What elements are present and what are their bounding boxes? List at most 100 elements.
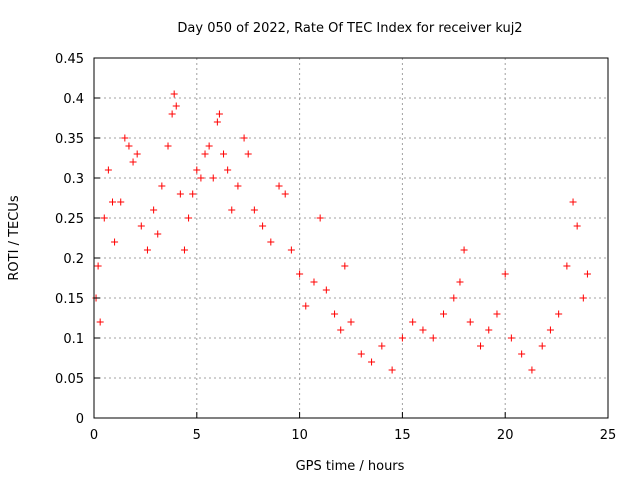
- x-tick-label: 20: [497, 428, 514, 443]
- data-point: [259, 222, 267, 230]
- data-point: [240, 134, 248, 142]
- data-point: [409, 318, 417, 326]
- data-point: [125, 142, 133, 150]
- data-point: [185, 214, 193, 222]
- data-point: [213, 118, 221, 126]
- data-point: [205, 142, 213, 150]
- data-point: [109, 198, 117, 206]
- data-point: [137, 222, 145, 230]
- data-point: [244, 150, 252, 158]
- data-point: [275, 182, 283, 190]
- data-point: [154, 230, 162, 238]
- data-point: [111, 238, 119, 246]
- data-point: [429, 334, 437, 342]
- data-point: [398, 334, 406, 342]
- data-point: [220, 150, 228, 158]
- data-point: [583, 270, 591, 278]
- data-point: [197, 174, 205, 182]
- x-tick-label: 25: [600, 428, 617, 443]
- data-point: [94, 262, 102, 270]
- y-tick-label: 0.2: [63, 252, 84, 267]
- data-point: [250, 206, 258, 214]
- grid-lines: [94, 58, 608, 418]
- data-point: [569, 198, 577, 206]
- chart-title: Day 050 of 2022, Rate Of TEC Index for r…: [177, 21, 522, 36]
- data-point: [143, 246, 151, 254]
- data-point: [164, 142, 172, 150]
- data-point: [501, 270, 509, 278]
- data-point: [96, 318, 104, 326]
- plot-frame: [93, 57, 609, 419]
- y-axis-label: ROTI / TECUs: [7, 195, 22, 280]
- y-tick-label: 0.45: [55, 52, 84, 67]
- y-tick-label: 0: [76, 412, 84, 427]
- data-point: [460, 246, 468, 254]
- x-tick-label: 10: [291, 428, 308, 443]
- axis-ticks: 0 5 10 15 20 25 0 0.05 0.1 0.15 0.2 0.25 0.3 0.35 0.4 0…: [55, 52, 616, 443]
- data-point: [357, 350, 365, 358]
- data-point: [538, 342, 546, 350]
- data-point: [331, 310, 339, 318]
- x-axis-label: GPS time / hours: [296, 459, 405, 474]
- data-point: [224, 166, 232, 174]
- data-point: [201, 150, 209, 158]
- data-point: [104, 166, 112, 174]
- data-point: [347, 318, 355, 326]
- data-point: [485, 326, 493, 334]
- data-point: [228, 206, 236, 214]
- y-tick-label: 0.35: [55, 132, 84, 147]
- data-point: [456, 278, 464, 286]
- data-point: [189, 190, 197, 198]
- y-tick-label: 0.15: [55, 292, 84, 307]
- data-point: [419, 326, 427, 334]
- data-point: [193, 166, 201, 174]
- data-point: [172, 102, 180, 110]
- data-point: [368, 358, 376, 366]
- data-point: [528, 366, 536, 374]
- data-point: [518, 350, 526, 358]
- data-point: [209, 174, 217, 182]
- data-point: [117, 198, 125, 206]
- data-point: [493, 310, 501, 318]
- data-point: [477, 342, 485, 350]
- y-tick-label: 0.4: [63, 92, 84, 107]
- data-point: [100, 214, 108, 222]
- data-point: [322, 286, 330, 294]
- data-point: [150, 206, 158, 214]
- y-tick-label: 0.3: [63, 172, 84, 187]
- data-point: [310, 278, 318, 286]
- data-point: [296, 270, 304, 278]
- data-point: [440, 310, 448, 318]
- data-point: [563, 262, 571, 270]
- data-point: [341, 262, 349, 270]
- data-point: [579, 294, 587, 302]
- y-tick-label: 0.25: [55, 212, 84, 227]
- data-point: [129, 158, 137, 166]
- data-point: [466, 318, 474, 326]
- data-point: [378, 342, 386, 350]
- data-point: [546, 326, 554, 334]
- data-point: [180, 246, 188, 254]
- data-point: [121, 134, 129, 142]
- data-point: [302, 302, 310, 310]
- data-point: [176, 190, 184, 198]
- data-point: [234, 182, 242, 190]
- x-tick-label: 15: [394, 428, 411, 443]
- data-point: [267, 238, 275, 246]
- data-point: [215, 110, 223, 118]
- data-point: [170, 90, 178, 98]
- data-point: [287, 246, 295, 254]
- data-point: [573, 222, 581, 230]
- data-point: [337, 326, 345, 334]
- data-point: [450, 294, 458, 302]
- y-tick-label: 0.05: [55, 372, 84, 387]
- data-point: [281, 190, 289, 198]
- data-point: [168, 110, 176, 118]
- y-tick-label: 0.1: [63, 332, 84, 347]
- data-points: [92, 90, 591, 374]
- data-point: [388, 366, 396, 374]
- data-point: [158, 182, 166, 190]
- data-point: [507, 334, 515, 342]
- data-point: [133, 150, 141, 158]
